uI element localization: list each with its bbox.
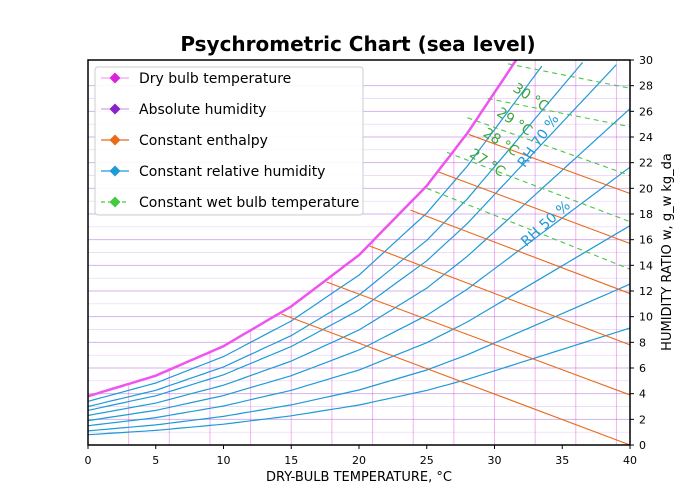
chart-title: Psychrometric Chart (sea level) (180, 32, 535, 56)
x-tick-label: 25 (420, 454, 434, 467)
rh-curve-70 (87, 64, 617, 411)
rh-curve-90 (87, 65, 543, 402)
legend-diamond-marker (109, 103, 121, 115)
y-tick-label: 14 (639, 259, 653, 272)
x-axis-ticks: 0 5 10 15 20 25 30 35 40 (85, 445, 637, 467)
y-tick-label: 4 (639, 388, 646, 401)
enthalpy-line-4 (410, 209, 631, 295)
y-tick-label: 24 (639, 131, 653, 144)
chart-curves (87, 59, 631, 446)
y-tick-label: 6 (639, 362, 646, 375)
legend-diamond-marker (109, 72, 121, 84)
wet-bulb-line-3 (467, 117, 631, 177)
chart-annotations: 30 °C29 °C28 °C27 °C RH 70 %RH 50 % (466, 80, 573, 250)
legend-label: Absolute humidity (139, 102, 266, 118)
x-axis-label: DRY-BULB TEMPERATURE, °C (266, 470, 452, 485)
legend-diamond-marker (109, 134, 121, 146)
y-tick-label: 22 (639, 157, 653, 170)
legend: Dry bulb temperature Absolute humidity Con… (94, 66, 364, 216)
x-tick-label: 15 (284, 454, 298, 467)
x-tick-label: 5 (152, 454, 159, 467)
legend-item: Constant relative humidity (101, 164, 325, 180)
saturation-curve (87, 59, 518, 398)
y-tick-label: 2 (639, 413, 646, 426)
x-tick-label: 35 (555, 454, 569, 467)
legend-label: Constant enthalpy (139, 133, 268, 149)
x-tick-label: 0 (85, 454, 92, 467)
wet-bulb-line-2 (446, 151, 631, 223)
y-tick-label: 26 (639, 105, 653, 118)
rh-curve-40 (87, 225, 631, 427)
y-tick-label: 8 (639, 336, 646, 349)
legend-item: Constant enthalpy (101, 133, 268, 149)
y-tick-label: 0 (639, 439, 646, 452)
rh-curve-30 (87, 283, 631, 432)
enthalpy-line-1 (281, 313, 631, 446)
y-tick-label: 10 (639, 311, 653, 324)
y-tick-label: 28 (639, 80, 653, 93)
legend-item: Constant wet bulb temperature (101, 195, 359, 211)
x-tick-label: 10 (217, 454, 231, 467)
rh-curve-80 (87, 62, 584, 408)
legend-label: Constant relative humidity (139, 164, 325, 180)
x-tick-label: 30 (488, 454, 502, 467)
enthalpy-line-3 (369, 245, 631, 346)
enthalpy-line-6 (468, 133, 631, 194)
y-tick-label: 16 (639, 234, 653, 247)
y-tick-label: 18 (639, 208, 653, 221)
wet-bulb-line-1 (426, 187, 631, 270)
rh-curve-60 (87, 108, 631, 417)
y-tick-label: 20 (639, 182, 653, 195)
x-tick-label: 20 (352, 454, 366, 467)
y-tick-label: 30 (639, 54, 653, 67)
legend-item: Dry bulb temperature (101, 71, 291, 87)
rh-curve-20 (87, 327, 631, 436)
y-tick-label: 12 (639, 285, 653, 298)
enthalpy-line-5 (437, 171, 631, 245)
y-axis-label: HUMIDITY RATIO w, g_w kg_da (660, 153, 675, 351)
annotation-label: RH 50 % (518, 198, 574, 250)
wet-bulb-line-4 (487, 97, 631, 128)
legend-diamond-marker (109, 165, 121, 177)
legend-diamond-marker (109, 196, 121, 208)
legend-label: Constant wet bulb temperature (139, 195, 359, 211)
rh-curve-50 (87, 166, 631, 422)
enthalpy-line-2 (326, 281, 631, 396)
legend-item: Absolute humidity (101, 102, 266, 118)
legend-label: Dry bulb temperature (139, 71, 291, 87)
wet-bulb-line-5 (507, 63, 631, 89)
x-tick-label: 40 (623, 454, 637, 467)
legend-box (94, 66, 364, 216)
